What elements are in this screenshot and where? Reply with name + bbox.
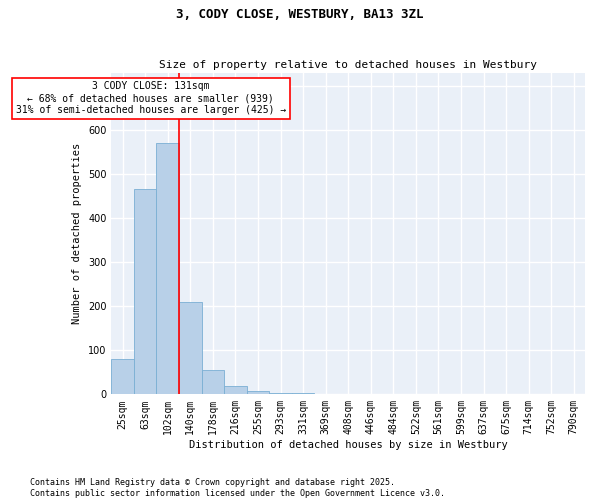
Text: Contains HM Land Registry data © Crown copyright and database right 2025.
Contai: Contains HM Land Registry data © Crown c… xyxy=(30,478,445,498)
X-axis label: Distribution of detached houses by size in Westbury: Distribution of detached houses by size … xyxy=(189,440,508,450)
Text: 3, CODY CLOSE, WESTBURY, BA13 3ZL: 3, CODY CLOSE, WESTBURY, BA13 3ZL xyxy=(176,8,424,20)
Y-axis label: Number of detached properties: Number of detached properties xyxy=(73,143,82,324)
Bar xyxy=(112,359,134,394)
Title: Size of property relative to detached houses in Westbury: Size of property relative to detached ho… xyxy=(159,60,537,70)
Bar xyxy=(224,386,247,394)
Bar xyxy=(247,391,269,394)
Bar xyxy=(134,190,157,394)
Bar xyxy=(202,370,224,394)
Bar xyxy=(269,393,292,394)
Bar xyxy=(157,143,179,395)
Bar xyxy=(179,302,202,394)
Text: 3 CODY CLOSE: 131sqm
← 68% of detached houses are smaller (939)
31% of semi-deta: 3 CODY CLOSE: 131sqm ← 68% of detached h… xyxy=(16,82,286,114)
